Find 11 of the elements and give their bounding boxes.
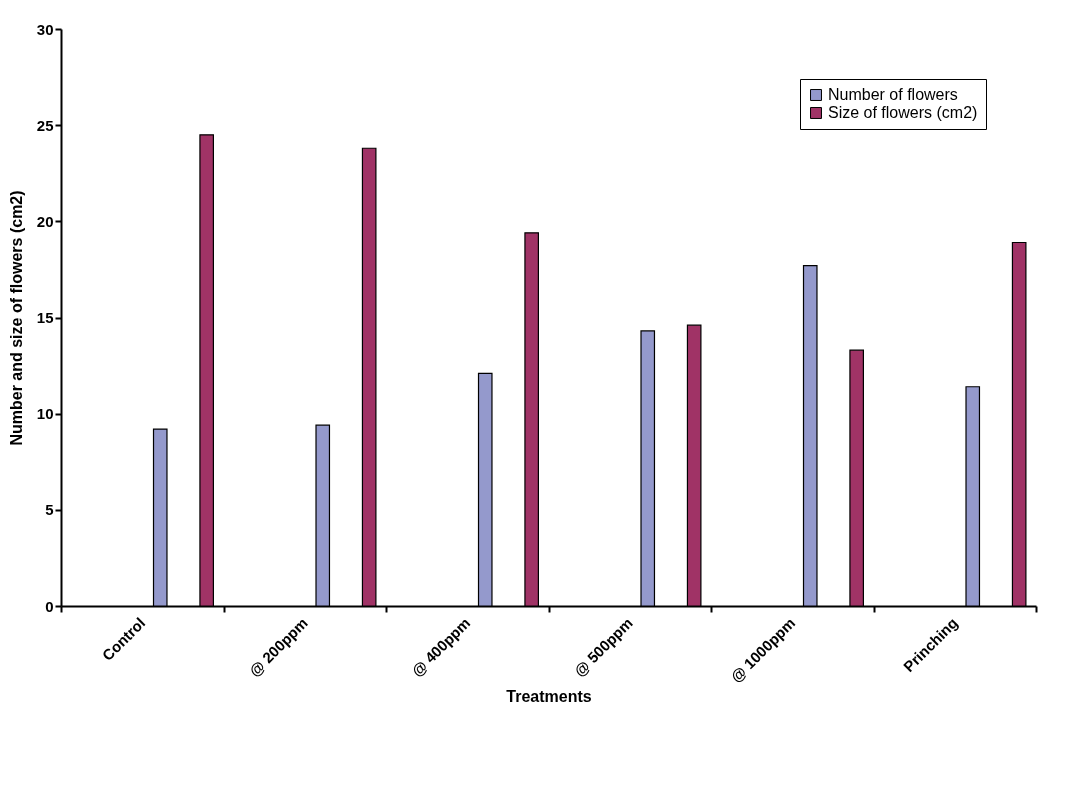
legend-label: Number of flowers (828, 86, 958, 103)
y-tick-label: 0 (45, 597, 54, 615)
y-tick-label: 25 (36, 116, 54, 134)
y-tick-label: 10 (36, 405, 54, 423)
legend-label: Size of flowers (cm2) (828, 104, 978, 121)
y-tick-label: 5 (45, 501, 54, 519)
y-tick-label: 30 (36, 20, 54, 38)
y-axis-title: Number and size of flowers (cm2) (7, 190, 25, 446)
y-tick-label: 15 (36, 309, 54, 326)
y-tick-label: 20 (36, 212, 54, 230)
x-axis-title: Treatments (506, 688, 592, 706)
